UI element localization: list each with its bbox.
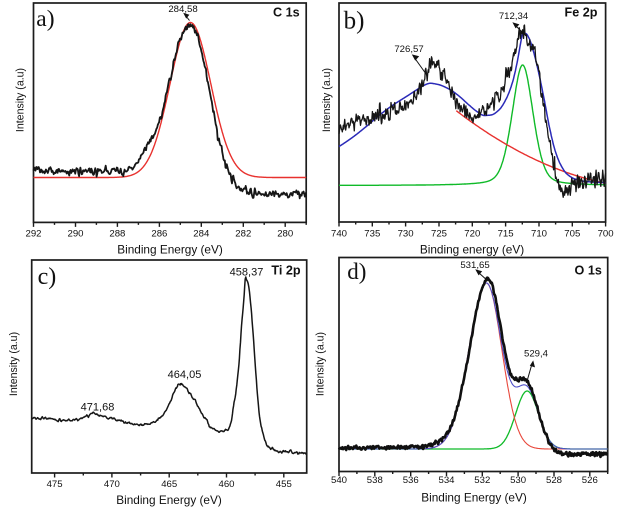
svg-text:Ti 2p: Ti 2p — [271, 264, 300, 278]
svg-text:740: 740 — [331, 229, 347, 240]
svg-text:710: 710 — [531, 229, 547, 240]
svg-text:534: 534 — [438, 475, 455, 486]
svg-text:528: 528 — [546, 475, 562, 486]
svg-text:460: 460 — [218, 479, 234, 490]
svg-text:290: 290 — [67, 229, 83, 240]
svg-text:720: 720 — [464, 229, 480, 240]
svg-text:284,58: 284,58 — [168, 4, 197, 15]
svg-text:465: 465 — [161, 479, 177, 490]
svg-text:532: 532 — [474, 475, 490, 486]
svg-text:726,57: 726,57 — [394, 44, 423, 55]
svg-text:536: 536 — [403, 475, 419, 486]
svg-text:288: 288 — [109, 229, 125, 240]
svg-text:b): b) — [344, 8, 365, 35]
svg-text:531,65: 531,65 — [460, 260, 489, 271]
svg-text:Binding Energy (eV): Binding Energy (eV) — [117, 243, 223, 257]
svg-text:700: 700 — [598, 229, 614, 240]
svg-text:284: 284 — [193, 229, 210, 240]
svg-text:286: 286 — [151, 229, 167, 240]
svg-text:526: 526 — [582, 475, 598, 486]
svg-text:a): a) — [36, 6, 54, 32]
svg-text:c): c) — [38, 264, 57, 290]
svg-text:464,05: 464,05 — [168, 369, 202, 381]
svg-text:Intensity (a.u): Intensity (a.u) — [15, 68, 27, 132]
svg-text:O 1s: O 1s — [575, 263, 602, 277]
svg-text:455: 455 — [276, 479, 292, 490]
svg-text:292: 292 — [25, 229, 41, 240]
svg-text:529,4: 529,4 — [524, 349, 549, 360]
svg-text:280: 280 — [277, 229, 293, 240]
svg-text:Intensity (a.u): Intensity (a.u) — [321, 68, 333, 132]
svg-text:712,34: 712,34 — [499, 11, 529, 22]
svg-text:540: 540 — [331, 475, 347, 486]
svg-text:Fe 2p: Fe 2p — [565, 5, 598, 19]
svg-text:538: 538 — [367, 475, 383, 486]
svg-text:Binding Energy (eV): Binding Energy (eV) — [116, 493, 222, 507]
svg-text:Binding energy (eV): Binding energy (eV) — [420, 243, 524, 257]
svg-text:458,37: 458,37 — [230, 267, 264, 279]
svg-text:d): d) — [347, 259, 366, 284]
svg-text:735: 735 — [364, 229, 380, 240]
svg-text:475: 475 — [47, 479, 63, 490]
svg-text:C 1s: C 1s — [273, 5, 300, 19]
svg-text:Binding Energy (eV): Binding Energy (eV) — [421, 491, 527, 505]
svg-text:715: 715 — [498, 229, 514, 240]
svg-text:470: 470 — [104, 479, 120, 490]
svg-text:725: 725 — [431, 229, 447, 240]
svg-text:282: 282 — [235, 229, 251, 240]
svg-text:705: 705 — [564, 229, 580, 240]
svg-text:530: 530 — [510, 475, 526, 486]
svg-text:471,68: 471,68 — [81, 402, 115, 414]
svg-text:730: 730 — [398, 229, 414, 240]
svg-text:Intensity (a.u): Intensity (a.u) — [314, 332, 326, 396]
svg-text:Intensity (a.u): Intensity (a.u) — [8, 332, 20, 396]
